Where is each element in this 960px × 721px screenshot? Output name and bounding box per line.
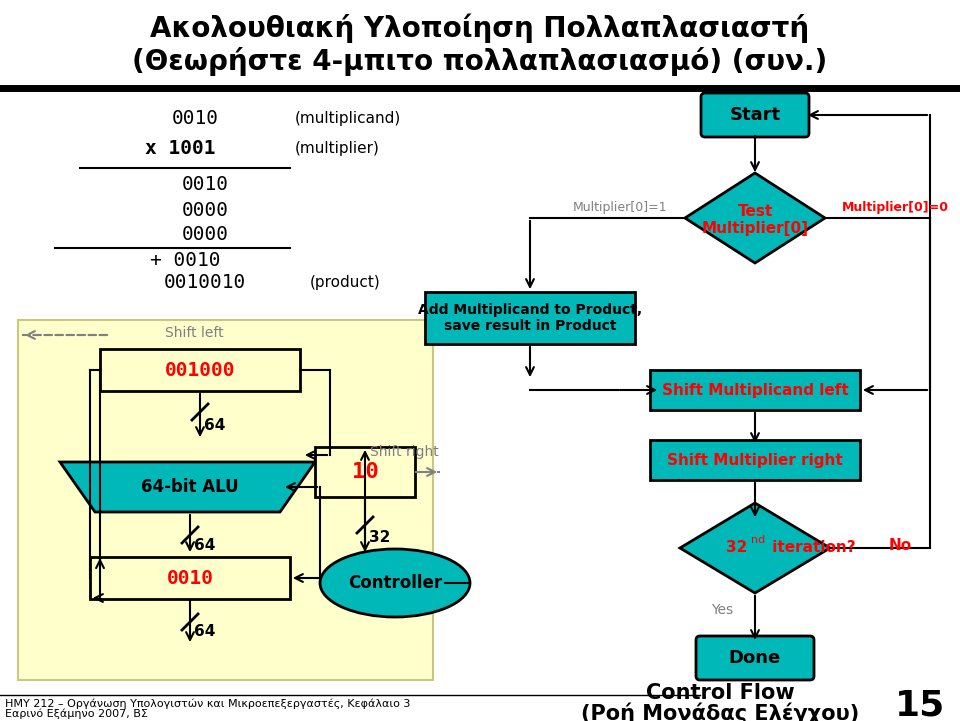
- Polygon shape: [685, 173, 825, 263]
- Text: Yes: Yes: [711, 603, 733, 617]
- Text: + 0010: + 0010: [150, 250, 220, 270]
- Text: (multiplicand): (multiplicand): [295, 110, 401, 125]
- Bar: [18, 320, 433, 680]
- Text: 10: 10: [351, 462, 378, 482]
- Bar: [90, 557, 290, 599]
- Text: (multiplier): (multiplier): [295, 141, 380, 156]
- Text: Controller: Controller: [348, 574, 442, 592]
- Text: Multiplier[0]: Multiplier[0]: [702, 221, 808, 236]
- FancyBboxPatch shape: [701, 93, 809, 137]
- Text: Multiplier[0]=0: Multiplier[0]=0: [842, 201, 948, 215]
- Text: 15: 15: [895, 689, 945, 721]
- Text: (product): (product): [310, 275, 381, 291]
- Text: (Θεωρήστε 4-μπιτο πολλαπλασιασμό) (συν.): (Θεωρήστε 4-μπιτο πολλαπλασιασμό) (συν.): [132, 48, 828, 76]
- Text: No: No: [888, 537, 912, 552]
- Bar: [425, 292, 635, 344]
- Text: (Ροή Μονάδας Ελέγχου): (Ροή Μονάδας Ελέγχου): [581, 702, 859, 721]
- Text: 001000: 001000: [165, 360, 235, 379]
- Text: 64: 64: [194, 624, 216, 640]
- FancyBboxPatch shape: [696, 636, 814, 680]
- Text: 0010010: 0010010: [164, 273, 246, 293]
- Text: 0010: 0010: [166, 568, 213, 588]
- Text: Multiplier[0]=1: Multiplier[0]=1: [573, 201, 667, 215]
- Text: ΗΜΥ 212 – Οργάνωση Υπολογιστών και Μικροεπεξεργαστές, Κεφάλαιο 3: ΗΜΥ 212 – Οργάνωση Υπολογιστών και Μικρο…: [5, 699, 410, 709]
- Text: 32: 32: [726, 541, 747, 555]
- Text: 64: 64: [204, 417, 226, 433]
- Bar: [650, 370, 860, 410]
- Polygon shape: [680, 503, 830, 593]
- Text: 0010: 0010: [172, 108, 219, 128]
- Text: Ακολουθιακή Υλοποίηση Πολλαπλασιαστή: Ακολουθιακή Υλοποίηση Πολλαπλασιαστή: [151, 13, 809, 43]
- Text: Shift right: Shift right: [370, 445, 439, 459]
- Text: 0000: 0000: [181, 226, 228, 244]
- Text: Control Flow: Control Flow: [646, 683, 794, 703]
- Text: Start: Start: [730, 106, 780, 124]
- Text: Test: Test: [737, 205, 773, 219]
- Text: x 1001: x 1001: [145, 138, 215, 157]
- Bar: [315, 447, 415, 497]
- Text: Shift Multiplicand left: Shift Multiplicand left: [661, 383, 849, 397]
- Bar: [100, 349, 300, 391]
- Text: 0010: 0010: [181, 175, 228, 195]
- Polygon shape: [60, 462, 315, 512]
- Text: save result in Product: save result in Product: [444, 319, 616, 333]
- Text: 32: 32: [370, 529, 391, 544]
- Ellipse shape: [320, 549, 470, 617]
- Text: Add Multiplicand to Product,: Add Multiplicand to Product,: [418, 303, 642, 317]
- Text: 0000: 0000: [181, 200, 228, 219]
- Text: Εαρινό Εξάμηνο 2007, ΒΣ: Εαρινό Εξάμηνο 2007, ΒΣ: [5, 709, 148, 720]
- Text: nd: nd: [751, 535, 765, 545]
- Bar: [650, 440, 860, 480]
- Text: Shift Multiplier right: Shift Multiplier right: [667, 453, 843, 467]
- Text: Shift left: Shift left: [165, 326, 224, 340]
- Text: Done: Done: [729, 649, 781, 667]
- Text: 64-bit ALU: 64-bit ALU: [141, 478, 239, 496]
- Text: iteration?: iteration?: [767, 541, 855, 555]
- Text: 64: 64: [194, 537, 216, 552]
